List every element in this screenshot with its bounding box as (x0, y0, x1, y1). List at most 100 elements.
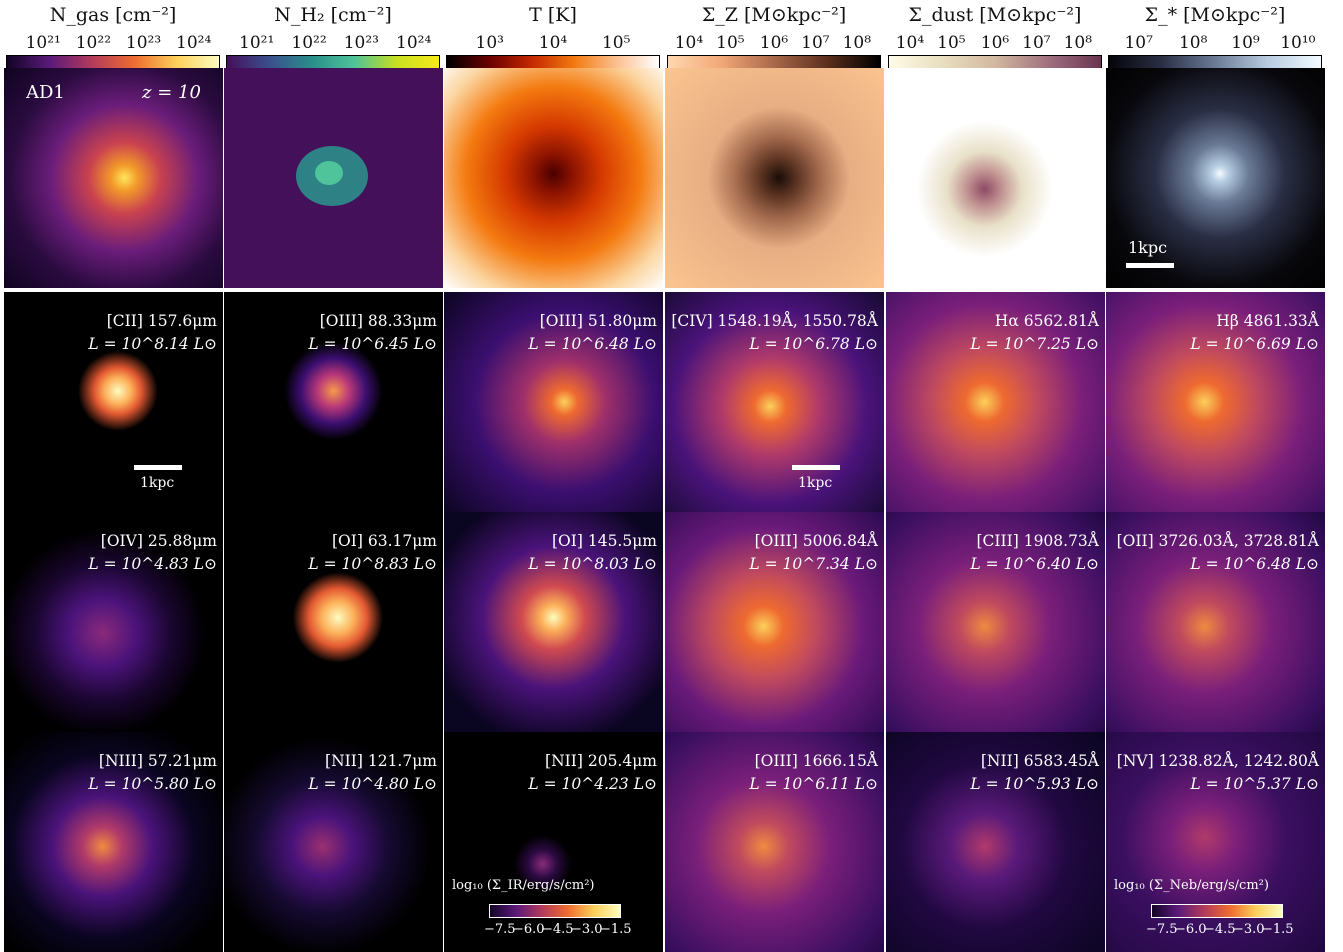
colorbar-tick-label: 10²² (291, 33, 327, 53)
emission-line-label: [OIII] 1666.15Å L = 10^6.11 L⊙ (749, 750, 878, 797)
line-luminosity: L = 10^8.83 L⊙ (308, 555, 437, 574)
colorbar-tick-label: 10⁴ (674, 33, 704, 53)
colorbar-6: Σ_* [M⊙kpc⁻²] 10⁷ 10⁸ 10⁹ 10¹⁰ (1106, 0, 1324, 69)
line-name: [NIII] 57.21μm (98, 752, 217, 770)
colorbar-tick-label: 10⁵ (601, 33, 631, 53)
colorbar-title: T [K] (529, 4, 577, 26)
emission-line-label: [NII] 6583.45Å L = 10^5.93 L⊙ (970, 750, 1099, 797)
emission-map-panel: [OII] 3726.03Å, 3728.81Å L = 10^6.48 L⊙ (1106, 512, 1325, 732)
line-luminosity: L = 10^4.83 L⊙ (88, 555, 217, 574)
temperature-map (444, 68, 663, 288)
colorbar-tick-label: 10⁷ (1022, 33, 1051, 53)
line-luminosity: L = 10^4.23 L⊙ (528, 775, 657, 794)
line-luminosity: L = 10^7.34 L⊙ (749, 555, 878, 574)
line-name: [NII] 6583.45Å (980, 752, 1099, 770)
scale-bar (1126, 263, 1174, 268)
scale-bar (134, 465, 182, 470)
line-luminosity: L = 10^6.78 L⊙ (749, 335, 878, 354)
emission-map-panel: [NIII] 57.21μm L = 10^5.80 L⊙ (4, 732, 223, 952)
line-luminosity: L = 10^8.14 L⊙ (88, 335, 217, 354)
line-luminosity: L = 10^6.48 L⊙ (528, 335, 657, 354)
scale-bar (792, 465, 840, 470)
redshift-label: z = 10 (142, 82, 201, 103)
emission-map-panel: [OI] 145.5μm L = 10^8.03 L⊙ (444, 512, 663, 732)
emission-line-label: [NII] 205.4μm L = 10^4.23 L⊙ (528, 750, 657, 797)
line-name: Hβ 4861.33Å (1216, 312, 1319, 330)
colorbar-3: T [K] 10³ 10⁴ 10⁵ (444, 0, 662, 69)
colorbar-title: Σ_Z [M⊙kpc⁻²] (701, 4, 847, 26)
line-name: [NII] 205.4μm (545, 752, 657, 770)
emission-map-panel: Hα 6562.81Å L = 10^7.25 L⊙ (886, 292, 1105, 512)
emission-line-label: [OIII] 88.33μm L = 10^6.45 L⊙ (308, 310, 437, 357)
colorbar-strip (667, 55, 881, 69)
colorbar-tick-label: 10⁵ (716, 33, 745, 53)
line-name: [OIII] 1666.15Å (754, 752, 878, 770)
emission-map-panel: [NII] 205.4μm L = 10^4.23 L⊙ log₁₀ (Σ_IR/e… (444, 732, 663, 952)
colorbar-strip (6, 55, 220, 69)
emission-line-label: [NIII] 57.21μm L = 10^5.80 L⊙ (88, 750, 217, 797)
legend-tick-label: −7.5 (484, 922, 516, 937)
colorbar-tick-label: 10²⁴ (396, 33, 432, 53)
dust-surface-density-map (886, 68, 1105, 288)
emission-line-label: [OIV] 25.88μm L = 10^4.83 L⊙ (88, 530, 217, 577)
line-luminosity: L = 10^5.80 L⊙ (88, 775, 217, 794)
legend-tick-label: −6.0 (1175, 922, 1207, 937)
colorbar-tick-label: 10⁷ (1124, 33, 1153, 53)
line-name: Hα 6562.81Å (994, 312, 1099, 330)
emission-line-label: [CII] 157.6μm L = 10^8.14 L⊙ (88, 310, 217, 357)
emission-map-panel: [OIII] 1666.15Å L = 10^6.11 L⊙ (665, 732, 884, 952)
colorbar-tick-label: 10³ (475, 33, 504, 53)
line-luminosity: L = 10^6.69 L⊙ (1190, 335, 1319, 354)
legend-tick-label: −1.5 (1262, 922, 1294, 937)
scale-bar-label: 1kpc (798, 475, 833, 491)
line-luminosity: L = 10^6.40 L⊙ (970, 555, 1099, 574)
line-name: [OIII] 51.80μm (539, 312, 657, 330)
colorbar-4: Σ_Z [M⊙kpc⁻²] 10⁴ 10⁵ 10⁶ 10⁷ 10⁸ (665, 0, 883, 69)
line-luminosity: L = 10^6.45 L⊙ (308, 335, 437, 354)
emission-map-panel: [NII] 121.7μm L = 10^4.80 L⊙ (224, 732, 443, 952)
emission-map-panel: Hβ 4861.33Å L = 10^6.69 L⊙ (1106, 292, 1325, 512)
colorbar-tick-label: 10²³ (343, 33, 379, 53)
colorbar-tick-label: 10²³ (125, 33, 162, 53)
scale-bar-label: 1kpc (1128, 238, 1168, 257)
colorbar-tick-label: 10⁴ (895, 33, 925, 53)
emission-line-label: [OI] 145.5μm L = 10^8.03 L⊙ (528, 530, 657, 577)
colorbar-2: N_H₂ [cm⁻²] 10²¹ 10²² 10²³ 10²⁴ (224, 0, 442, 69)
line-name: [CIV] 1548.19Å, 1550.78Å (671, 312, 878, 330)
line-name: [NV] 1238.82Å, 1242.80Å (1116, 752, 1319, 770)
line-luminosity: L = 10^8.03 L⊙ (528, 555, 657, 574)
model-label: AD1 (26, 82, 65, 103)
emission-map-panel: [CIII] 1908.73Å L = 10^6.40 L⊙ (886, 512, 1105, 732)
colorbar-tick-label: 10⁸ (1063, 33, 1093, 53)
legend-tick-label: −6.0 (513, 922, 545, 937)
stellar-surface-density-map: 1kpc (1106, 68, 1325, 288)
emission-line-label: [OIII] 5006.84Å L = 10^7.34 L⊙ (749, 530, 878, 577)
ir-legend-colorbar (489, 904, 621, 918)
legend-tick-label: −3.0 (571, 922, 603, 937)
colorbar-title: N_H₂ [cm⁻²] (274, 4, 392, 26)
colorbar-5: Σ_dust [M⊙kpc⁻²] 10⁴ 10⁵ 10⁶ 10⁷ 10⁸ (886, 0, 1104, 69)
line-luminosity: L = 10^5.93 L⊙ (970, 775, 1099, 794)
line-name: [OIII] 88.33μm (319, 312, 437, 330)
line-name: [OIII] 5006.84Å (754, 532, 878, 550)
emission-line-label: [OII] 3726.03Å, 3728.81Å L = 10^6.48 L⊙ (1117, 530, 1319, 577)
emission-map-panel: [CII] 157.6μm L = 10^8.14 L⊙ 1kpc (4, 292, 223, 512)
colorbar-strip (446, 55, 660, 69)
line-name: [OI] 63.17μm (332, 532, 437, 550)
legend-tick-label: −3.0 (1233, 922, 1265, 937)
neb-legend-colorbar (1151, 904, 1283, 918)
emission-map-panel: [OIII] 88.33μm L = 10^6.45 L⊙ (224, 292, 443, 512)
colorbar-tick-label: 10²¹ (25, 33, 61, 53)
emission-line-label: [NV] 1238.82Å, 1242.80Å L = 10^5.37 L⊙ (1117, 750, 1319, 797)
colorbar-tick-label: 10²¹ (239, 33, 275, 53)
colorbar-strip (1108, 55, 1322, 69)
emission-line-label: [NII] 121.7μm L = 10^4.80 L⊙ (308, 750, 437, 797)
legend-tick-label: −4.5 (542, 922, 574, 937)
emission-map-panel: [CIV] 1548.19Å, 1550.78Å L = 10^6.78 L⊙ 1k… (665, 292, 884, 512)
line-name: [OI] 145.5μm (552, 532, 657, 550)
colorbar-tick-label: 10⁹ (1231, 33, 1260, 53)
colorbar-tick-label: 10⁴ (538, 33, 568, 53)
colorbar-tick-label: 10²⁴ (176, 33, 212, 53)
metal-surface-density-map (665, 68, 884, 288)
line-name: [OII] 3726.03Å, 3728.81Å (1116, 532, 1319, 550)
